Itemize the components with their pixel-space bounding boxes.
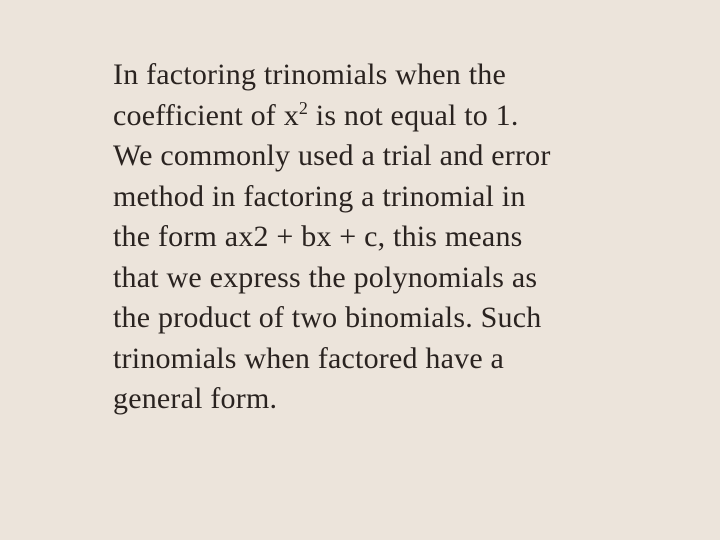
line-suffix: is not equal to 1. [308, 99, 518, 132]
text-line: general form. [85, 379, 660, 420]
line-text: general form. [113, 379, 660, 420]
text-line: trinomials when factored have a [85, 339, 660, 380]
line-text: trinomials when factored have a [113, 339, 660, 380]
line-text: the product of two binomials. Such [113, 298, 660, 339]
text-line: the form ax2 + bx + c, this means [85, 217, 660, 258]
text-line: coefficient of x2 is not equal to 1. [85, 96, 660, 137]
line-text: method in factoring a trinomial in [113, 177, 660, 218]
line-text: coefficient of x2 is not equal to 1. [113, 96, 660, 137]
line-text: We commonly used a trial and error [113, 136, 660, 177]
text-line: We commonly used a trial and error [85, 136, 660, 177]
line-text: that we express the polynomials as [113, 258, 660, 299]
text-line: that we express the polynomials as [85, 258, 660, 299]
text-line: In factoring trinomials when the [85, 55, 660, 96]
line-text: the form ax2 + bx + c, this means [113, 217, 660, 258]
line-prefix: coefficient of x [113, 99, 299, 132]
superscript: 2 [299, 98, 308, 118]
text-line: the product of two binomials. Such [85, 298, 660, 339]
line-text: In factoring trinomials when the [113, 55, 660, 96]
slide-container: In factoring trinomials when the coeffic… [0, 0, 720, 540]
text-line: method in factoring a trinomial in [85, 177, 660, 218]
slide-text-block: In factoring trinomials when the coeffic… [85, 55, 660, 420]
